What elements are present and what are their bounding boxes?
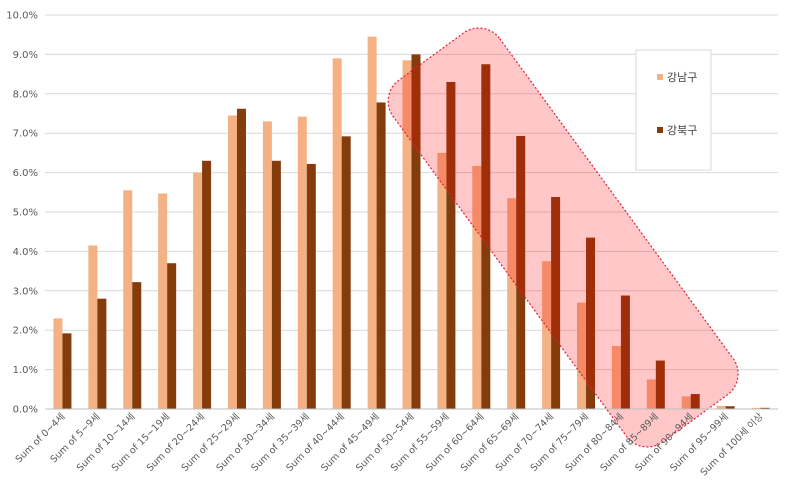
bar-gangnam — [716, 405, 726, 409]
bar-gangbuk — [586, 237, 596, 409]
bar-gangbuk — [97, 298, 107, 409]
bars-layer — [53, 36, 770, 410]
bar-gangbuk — [481, 64, 491, 409]
bar-gangnam — [53, 318, 63, 409]
bar-gangnam — [507, 198, 517, 409]
bar-gangbuk — [236, 108, 246, 410]
bar-gangbuk — [341, 136, 351, 409]
bar-gangbuk — [690, 394, 700, 409]
y-tick-label: 0.0% — [13, 405, 38, 416]
bar-gangnam — [332, 58, 342, 410]
bar-gangnam — [367, 36, 377, 410]
bar-gangnam — [577, 302, 587, 409]
bar-gangnam — [542, 261, 552, 409]
y-tick-label: 6.0% — [13, 168, 38, 179]
highlight-layer — [387, 27, 739, 448]
bar-gangnam — [611, 345, 621, 409]
bar-gangnam — [646, 379, 656, 409]
bar-gangnam — [88, 245, 98, 409]
bar-gangnam — [402, 60, 412, 410]
y-tick-label: 4.0% — [13, 247, 38, 258]
legend-swatch-gangnam — [657, 74, 663, 80]
bar-gangbuk — [62, 333, 72, 409]
highlight-band — [387, 27, 739, 448]
bar-gangnam — [123, 190, 133, 409]
bar-gangbuk — [655, 360, 665, 409]
bar-gangbuk — [760, 407, 770, 409]
bar-gangbuk — [376, 102, 386, 409]
legend-label-gangbuk: 강북구 — [667, 124, 697, 137]
legend-label-gangnam: 강남구 — [667, 71, 697, 84]
bar-gangnam — [751, 407, 761, 409]
y-tick-label: 5.0% — [13, 208, 38, 219]
bar-gangnam — [472, 165, 482, 409]
bar-gangnam — [158, 193, 168, 409]
bar-gangbuk — [202, 160, 212, 409]
legend: 강남구 강북구 — [635, 49, 712, 171]
y-tick-label: 10.0% — [6, 11, 38, 22]
y-tick-label: 7.0% — [13, 129, 38, 140]
bar-gangnam — [193, 172, 203, 409]
bar-gangnam — [227, 115, 237, 409]
y-tick-label: 8.0% — [13, 89, 38, 100]
y-tick-label: 9.0% — [13, 50, 38, 61]
y-tick-label: 1.0% — [13, 365, 38, 376]
bar-gangbuk — [620, 295, 630, 409]
bar-gangbuk — [167, 263, 177, 409]
bar-gangbuk — [446, 81, 456, 409]
bar-gangnam — [681, 396, 691, 409]
bar-gangbuk — [411, 54, 421, 410]
bar-gangbuk — [516, 135, 526, 409]
bar-gangbuk — [132, 282, 142, 409]
x-category-label: Sum of 100세 이상 — [699, 411, 766, 478]
y-tick-label: 2.0% — [13, 326, 38, 337]
bar-gangbuk — [306, 163, 316, 409]
bar-gangbuk — [551, 197, 561, 409]
bar-gangbuk — [725, 406, 735, 409]
bar-gangbuk — [271, 160, 281, 409]
bar-gangnam — [262, 121, 272, 409]
y-tick-label: 3.0% — [13, 286, 38, 297]
bar-gangnam — [297, 116, 307, 410]
bar-gangnam — [437, 152, 447, 409]
legend-swatch-gangbuk — [657, 127, 663, 133]
legend-box — [635, 49, 712, 171]
